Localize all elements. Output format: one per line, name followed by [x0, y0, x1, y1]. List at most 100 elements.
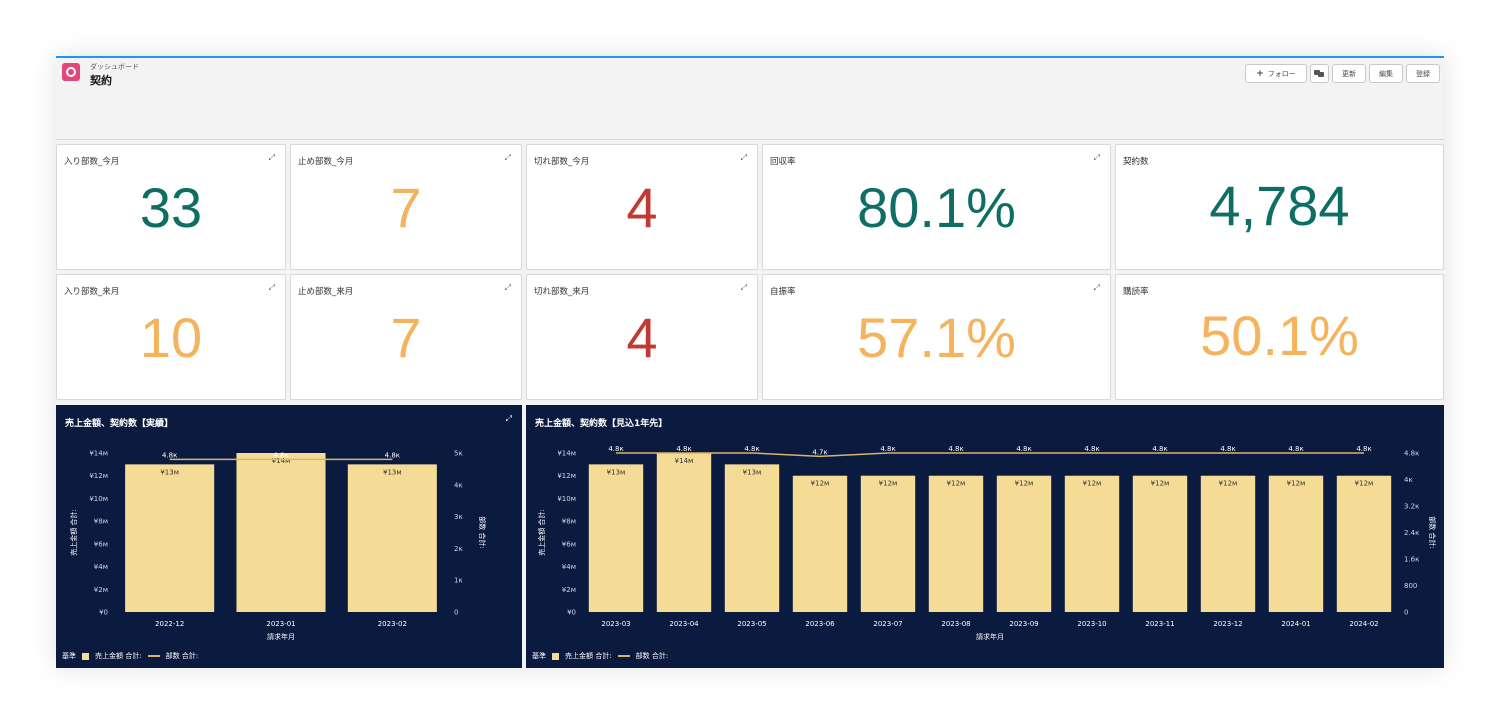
bar-value-label: ¥13м	[383, 468, 402, 476]
metric-card[interactable]: 購読率 50.1%	[1115, 274, 1444, 400]
refresh-button[interactable]: 更新	[1332, 64, 1366, 83]
dashboard-header: ダッシュボード 契約 + フォロー 更新 編集 登録	[56, 58, 1444, 140]
line-value-label: 4.8к	[162, 451, 177, 459]
top-accent-line	[56, 56, 1444, 58]
legend-prefix: 基準	[62, 652, 76, 660]
bar-value-label: ¥12м	[1083, 480, 1102, 488]
y-tick-label: ¥14м	[557, 450, 576, 458]
x-tick-label: 2023-05	[737, 620, 766, 628]
x-tick-label: 2023-09	[1009, 620, 1038, 628]
expand-icon[interactable]: ⤢	[1093, 153, 1100, 162]
bar-value-label: ¥12м	[1015, 480, 1034, 488]
metric-card[interactable]: 入り部数_来月 ⤢ 10	[56, 274, 286, 400]
chart-actual: ¥0 ¥2м ¥4м ¥6м ¥8м ¥10м ¥12м ¥14м 0 1к 2к 3к 4к 5к 売上金…	[69, 450, 487, 642]
bar-value-label: ¥12м	[879, 480, 898, 488]
register-button[interactable]: 登録	[1406, 64, 1440, 83]
line-value-label: 4.8к	[1288, 445, 1303, 453]
dashboard-app-icon	[62, 63, 80, 81]
y2-tick-label: 2.4к	[1404, 529, 1419, 537]
x-tick-label: 2023-08	[941, 620, 970, 628]
y-tick-label: ¥10м	[89, 495, 108, 503]
bar-value-label: ¥13м	[607, 468, 626, 476]
metric-label: 自振率	[770, 287, 796, 297]
chart-title: 売上金額、契約数【見込1年先】	[535, 419, 668, 429]
x-tick-label: 2023-11	[1145, 620, 1174, 628]
metric-card[interactable]: 契約数 4,784	[1115, 144, 1444, 270]
expand-icon[interactable]: ⤢	[740, 283, 747, 292]
expand-icon[interactable]: ⤢	[504, 153, 511, 162]
bar-value-label: ¥13м	[160, 468, 179, 476]
expand-icon[interactable]: ⤢	[1093, 283, 1100, 292]
bar	[1132, 475, 1188, 612]
metric-value: 10	[139, 306, 203, 369]
metric-card[interactable]: 切れ部数_来月 ⤢ 4	[526, 274, 758, 400]
bar-value-label: ¥13м	[743, 468, 762, 476]
bar	[1268, 475, 1324, 612]
object-type-label: ダッシュボード	[90, 63, 139, 71]
metric-label: 切れ部数_来月	[534, 287, 590, 297]
x-tick-label: 2023-01	[266, 620, 295, 628]
x-tick-label: 2023-06	[805, 620, 835, 628]
legend-bar-label: 売上金額 合計:	[565, 652, 612, 660]
x-tick-label: 2023-10	[1077, 620, 1106, 628]
y2-tick-label: 4к	[1404, 476, 1413, 484]
line-value-label: 4.8к	[1084, 445, 1099, 453]
expand-icon[interactable]: ⤢	[268, 283, 275, 292]
edit-button[interactable]: 編集	[1369, 64, 1403, 83]
y-tick-label: ¥0	[567, 609, 576, 617]
chart-legend: 基準 売上金額 合計: 部数 合計:	[532, 651, 668, 661]
y-tick-label: ¥12м	[557, 472, 576, 480]
subscribe-button[interactable]	[1310, 64, 1329, 83]
metric-card[interactable]: 自振率 ⤢ 57.1%	[762, 274, 1111, 400]
metric-value: 33	[139, 176, 203, 239]
metric-value: 7	[390, 306, 422, 369]
dashboard-frame: ダッシュボード 契約 + フォロー 更新 編集 登録 入り部数_今月 ⤢ 33	[56, 56, 1444, 668]
y-tick-label: ¥12м	[89, 472, 108, 480]
y2-tick-label: 2к	[454, 545, 463, 553]
y-tick-label: ¥6м	[562, 540, 576, 548]
line-value-label: 4.8к	[1152, 445, 1167, 453]
expand-icon[interactable]: ⤢	[505, 414, 512, 423]
metric-card[interactable]: 回収率 ⤢ 80.1%	[762, 144, 1111, 270]
bar	[996, 475, 1052, 612]
y2-tick-label: 4.8к	[1404, 450, 1419, 458]
line-value-label: 4.8к	[1220, 445, 1235, 453]
expand-icon[interactable]: ⤢	[268, 153, 275, 162]
expand-icon[interactable]: ⤢	[504, 283, 511, 292]
metric-value: 4,784	[1209, 174, 1350, 237]
x-tick-label: 2023-04	[669, 620, 699, 628]
metric-label: 切れ部数_今月	[534, 157, 590, 167]
legend-bar-swatch	[552, 652, 559, 660]
metric-card[interactable]: 止め部数_今月 ⤢ 7	[290, 144, 522, 270]
bar	[1064, 475, 1120, 612]
y-tick-label: ¥0	[99, 609, 108, 617]
bar-value-label: ¥12м	[1151, 480, 1170, 488]
x-axis-title: 請求年月	[976, 632, 1004, 641]
y2-tick-label: 5к	[454, 450, 463, 458]
y2-axis-title: 部数 合計:	[478, 516, 487, 549]
metric-card[interactable]: 切れ部数_今月 ⤢ 4	[526, 144, 758, 270]
bar	[236, 453, 326, 612]
y2-tick-label: 1.6к	[1404, 556, 1419, 564]
legend-bar-swatch	[82, 652, 89, 660]
chart-panel-forecast: 売上金額、契約数【見込1年先】 ¥0 ¥2м ¥4м ¥6м ¥8м ¥10м ¥12м ¥1…	[526, 405, 1444, 668]
chart-legend: 基準 売上金額 合計: 部数 合計:	[62, 651, 198, 661]
metric-label: 止め部数_今月	[298, 157, 354, 167]
metric-label: 契約数	[1123, 157, 1149, 167]
bar-value-label: ¥12м	[1287, 480, 1306, 488]
metric-label: 入り部数_来月	[64, 287, 120, 297]
y-axis-title: 売上金額 合計:	[69, 509, 78, 556]
metric-card[interactable]: 入り部数_今月 ⤢ 33	[56, 144, 286, 270]
follow-button[interactable]: + フォロー	[1245, 64, 1307, 83]
x-tick-label: 2024-02	[1349, 620, 1378, 628]
metric-card[interactable]: 止め部数_来月 ⤢ 7	[290, 274, 522, 400]
bar-value-label: ¥14м	[272, 457, 291, 465]
y-tick-label: ¥2м	[94, 586, 108, 594]
bar	[347, 464, 437, 612]
y-tick-label: ¥14м	[89, 450, 108, 458]
metric-value: 57.1%	[857, 306, 1016, 369]
expand-icon[interactable]: ⤢	[740, 153, 747, 162]
bar-value-label: ¥12м	[811, 480, 830, 488]
y2-tick-label: 3.2к	[1404, 503, 1419, 511]
legend-line-label: 部数 合計:	[635, 652, 669, 660]
